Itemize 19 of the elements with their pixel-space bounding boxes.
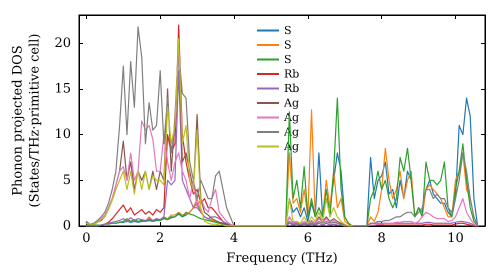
- legend-label: Ag: [283, 96, 299, 110]
- legend-label: S: [284, 53, 292, 66]
- legend-label: S: [284, 38, 292, 52]
- x-tick-label: 6: [304, 231, 312, 246]
- y-tick-label: 20: [54, 36, 71, 51]
- x-tick-label: 10: [447, 231, 464, 246]
- legend-label: Rb: [284, 82, 300, 95]
- legend-label: S: [284, 24, 292, 37]
- x-tick-label: 4: [230, 231, 238, 246]
- y-tick-label: 15: [54, 81, 71, 96]
- y-axis-title: Phonon projected DOS (States/THz·primitive cell): [10, 33, 43, 208]
- x-tick-label: 2: [156, 231, 164, 246]
- y-tick-label: 5: [62, 172, 71, 188]
- y-tick-label: 10: [54, 127, 71, 142]
- x-axis-title: Frequency (THz): [226, 251, 338, 266]
- x-tick-label: 8: [378, 231, 386, 246]
- y-tick-label: 0: [62, 218, 71, 234]
- x-tick-label: 0: [82, 231, 91, 246]
- legend-label: Rb: [284, 68, 300, 80]
